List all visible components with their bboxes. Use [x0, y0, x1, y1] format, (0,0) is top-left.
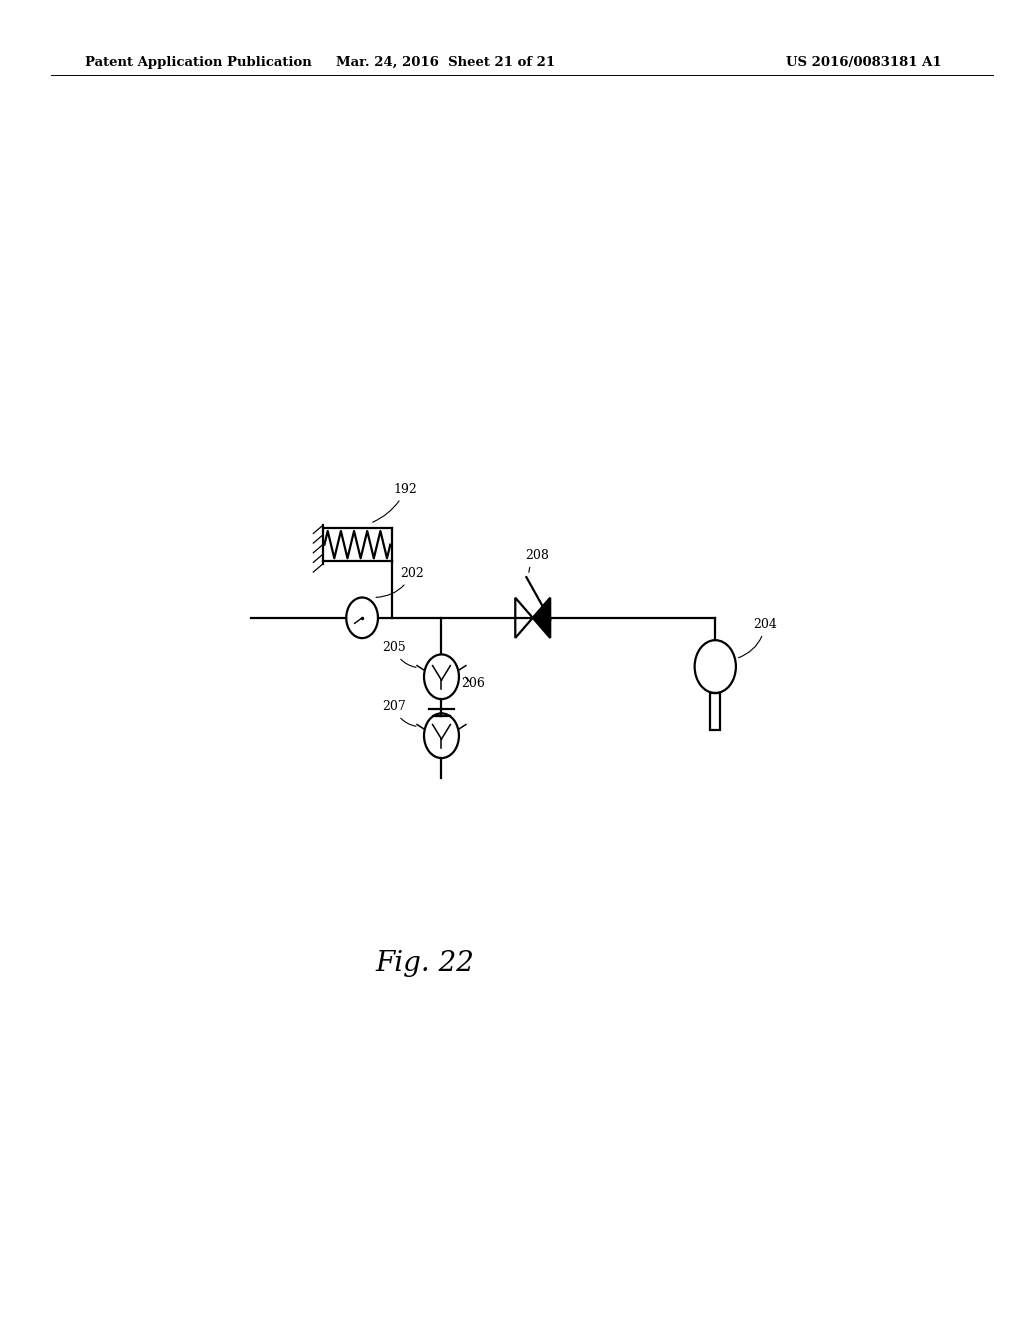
- Polygon shape: [532, 598, 550, 638]
- Text: 207: 207: [382, 701, 416, 726]
- Text: 206: 206: [462, 677, 485, 690]
- Text: Patent Application Publication: Patent Application Publication: [85, 55, 311, 69]
- Text: 192: 192: [373, 483, 418, 523]
- Text: 204: 204: [738, 618, 777, 657]
- Text: 205: 205: [382, 642, 416, 668]
- Text: US 2016/0083181 A1: US 2016/0083181 A1: [786, 55, 942, 69]
- Text: 202: 202: [376, 568, 424, 598]
- Text: Mar. 24, 2016  Sheet 21 of 21: Mar. 24, 2016 Sheet 21 of 21: [336, 55, 555, 69]
- Text: 208: 208: [524, 549, 549, 573]
- Text: Fig. 22: Fig. 22: [376, 950, 474, 977]
